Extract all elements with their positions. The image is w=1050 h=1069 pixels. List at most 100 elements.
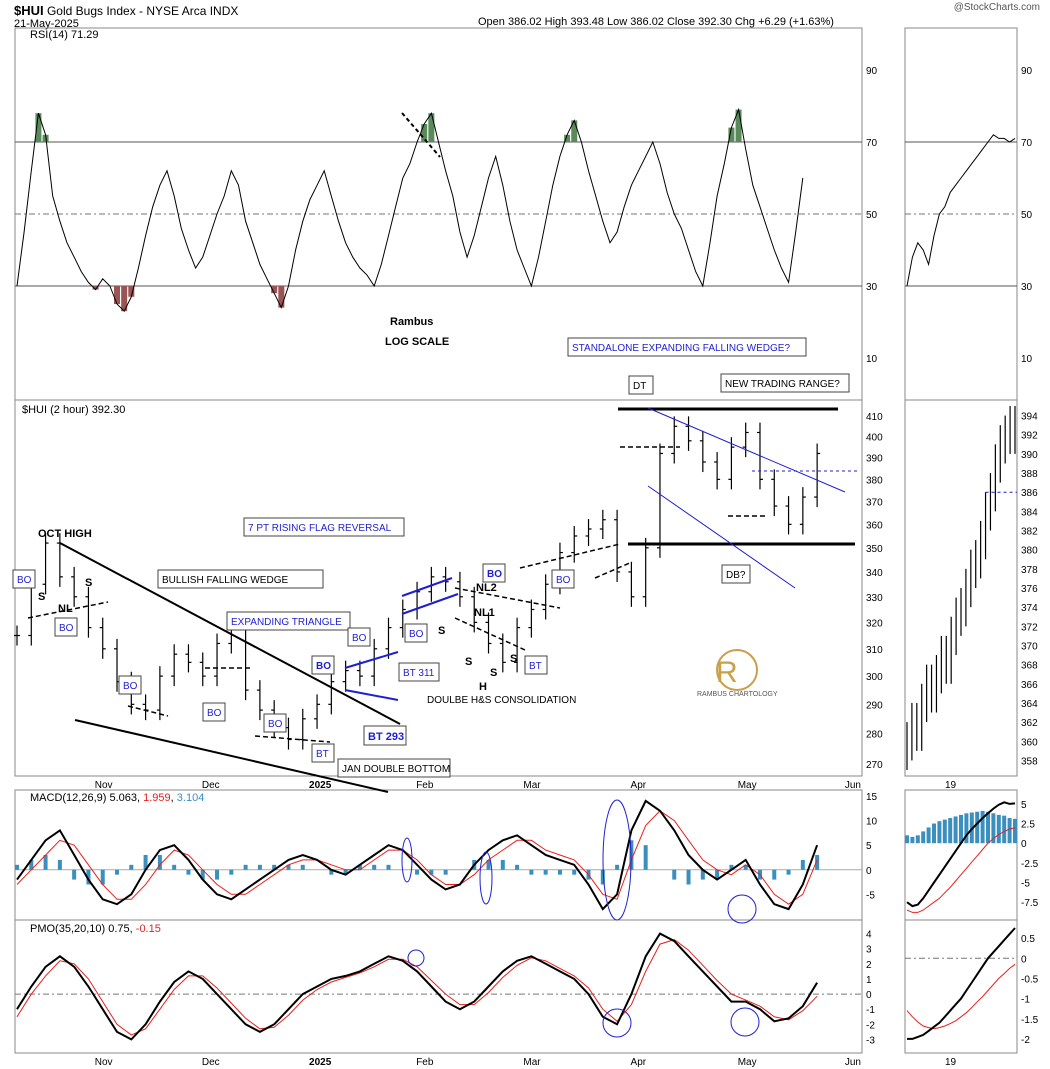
macd-histogram-bar [115, 869, 120, 875]
inset-macd-histogram-bar [991, 813, 996, 844]
macd-histogram-bar [715, 869, 720, 880]
inset-macd-line [906, 801, 1016, 908]
price-tick-12: 390 [866, 454, 883, 465]
rsi-tick-3: 70 [866, 138, 878, 149]
bo-callout-2: BO [123, 681, 138, 692]
macd-histogram-bar [786, 869, 791, 875]
db-label-box [721, 564, 751, 584]
bo-callout-4: BO [268, 719, 283, 730]
bo-callout-9: BO [556, 575, 571, 586]
inset-pmo-tick-4: 0 [1021, 954, 1027, 965]
macd-histogram-bar [157, 855, 162, 870]
macd-tick-0: -5 [866, 890, 875, 901]
pmo-xlabel-1: Dec [202, 1057, 220, 1068]
inset-price-tick-17: 392 [1021, 431, 1038, 442]
bo-callout-3: BO [207, 708, 222, 719]
macd-tick-3: 10 [866, 817, 878, 828]
macd-histogram-bar [415, 869, 420, 875]
chart-date: 21-May-2025 [14, 18, 79, 30]
falling-wedge-bottom [647, 485, 796, 589]
price-tick-0: 270 [866, 760, 883, 771]
inset-macd-histogram-bar [964, 813, 969, 844]
inset-pmo-xlabel: 19 [945, 1057, 957, 1068]
macd-histogram-bar [243, 864, 248, 870]
nl1-label: NL1 [474, 607, 495, 619]
inset-macd-tick-1: -5 [1021, 879, 1030, 890]
bo-callout-2-box [118, 675, 142, 695]
inset-macd-tick-4: 2.5 [1021, 820, 1035, 831]
double-hs-label: DOULBE H&S CONSOLIDATION [427, 695, 576, 706]
nl1-line [454, 617, 526, 651]
rsi-overbought-fill [35, 113, 42, 142]
pmo-xlabel-4: Mar [523, 1057, 541, 1068]
inset-pmo-line [907, 927, 1016, 1040]
price-xlabel-4: Mar [523, 780, 541, 791]
macd-histogram-bar [686, 869, 691, 885]
macd-label-part: MACD(12,26,9) 5.063, [30, 792, 143, 804]
shoulder-label-3: S [465, 656, 472, 668]
inset-price-tick-5: 368 [1021, 661, 1038, 672]
macd-histogram-bar [386, 864, 391, 870]
price-tick-14: 410 [866, 412, 883, 423]
pmo-xlabel-5: Apr [631, 1057, 647, 1068]
inset-macd-tick-5: 5 [1021, 800, 1027, 811]
inset-macd-histogram-bar [915, 835, 920, 844]
macd-histogram-bar [643, 845, 648, 870]
bo-callout-3-box [202, 702, 226, 722]
macd-circle-3 [727, 894, 757, 924]
bo-callout-6-box [404, 623, 428, 643]
macd-label-part: 3.104 [177, 792, 205, 804]
inset-macd-histogram-bar [948, 818, 953, 844]
bo-callout-9-box [551, 569, 575, 589]
stockcharts-watermark: @StockCharts.com [953, 2, 1040, 13]
inset-macd-histogram-bar [942, 819, 947, 844]
pmo-signal-line [16, 939, 818, 1036]
chart-header: $HUI Gold Bugs Index - NYSE Arca INDX [14, 3, 238, 18]
rsi-overbought-fill [571, 120, 578, 142]
inset-price-tick-4: 366 [1021, 680, 1038, 691]
bt-293-label: BT 293 [368, 731, 404, 743]
macd-histogram-bar [557, 869, 562, 875]
macd-histogram-bar [172, 864, 177, 870]
apr-retest-line [594, 561, 633, 579]
inset-price-tick-0: 358 [1021, 756, 1038, 767]
index-name: Gold Bugs Index - NYSE Arca INDX [46, 4, 239, 18]
macd-histogram-bar [186, 869, 191, 875]
falling-wedge-label: BULLISH FALLING WEDGE [162, 575, 288, 586]
macd-histogram-bar [129, 864, 134, 870]
inset-macd-histogram-bar [959, 814, 963, 844]
shoulder-label-0: S [38, 591, 45, 603]
pmo-xlabel-6: May [738, 1057, 757, 1068]
rsi-oversold-fill [121, 286, 128, 312]
inset-price-tick-8: 374 [1021, 603, 1038, 614]
macd-histogram-bar [700, 869, 705, 880]
rambus-label: Rambus [390, 316, 433, 328]
inset-macd-tick-2: -2.5 [1021, 859, 1039, 870]
bo-callout-1: BO [59, 623, 74, 634]
inset-price-tick-11: 380 [1021, 546, 1038, 557]
inset-macd-histogram-bar [1007, 818, 1012, 844]
bo-callout-7: BO [316, 661, 331, 672]
macd-histogram-bar [443, 869, 448, 875]
macd-histogram-bar [615, 864, 620, 870]
inset-macd-tick-3: 0 [1021, 839, 1027, 850]
pmo-tick-4: 1 [866, 975, 872, 986]
falling-wedge-label-box [157, 569, 324, 589]
macd-histogram-bar [286, 864, 291, 870]
macd-histogram-bar [29, 859, 34, 870]
oct-high-label: OCT HIGH [38, 528, 92, 540]
price-tick-11: 380 [866, 475, 883, 486]
macd-tick-2: 5 [866, 841, 872, 852]
pmo-circle-0 [407, 949, 425, 967]
inset-price-tick-14: 386 [1021, 488, 1038, 499]
logo-mark: R [716, 656, 738, 689]
inset-macd-histogram-bar [910, 836, 915, 844]
macd-histogram-bar [600, 869, 605, 885]
price-tick-5: 320 [866, 618, 883, 629]
macd-histogram-bar [57, 859, 62, 870]
bt-callout-1: BT [529, 661, 542, 672]
nl2-label: NL2 [476, 582, 497, 594]
bt-callout-0: BT [316, 749, 329, 760]
bt-callout-1-box [524, 655, 548, 675]
